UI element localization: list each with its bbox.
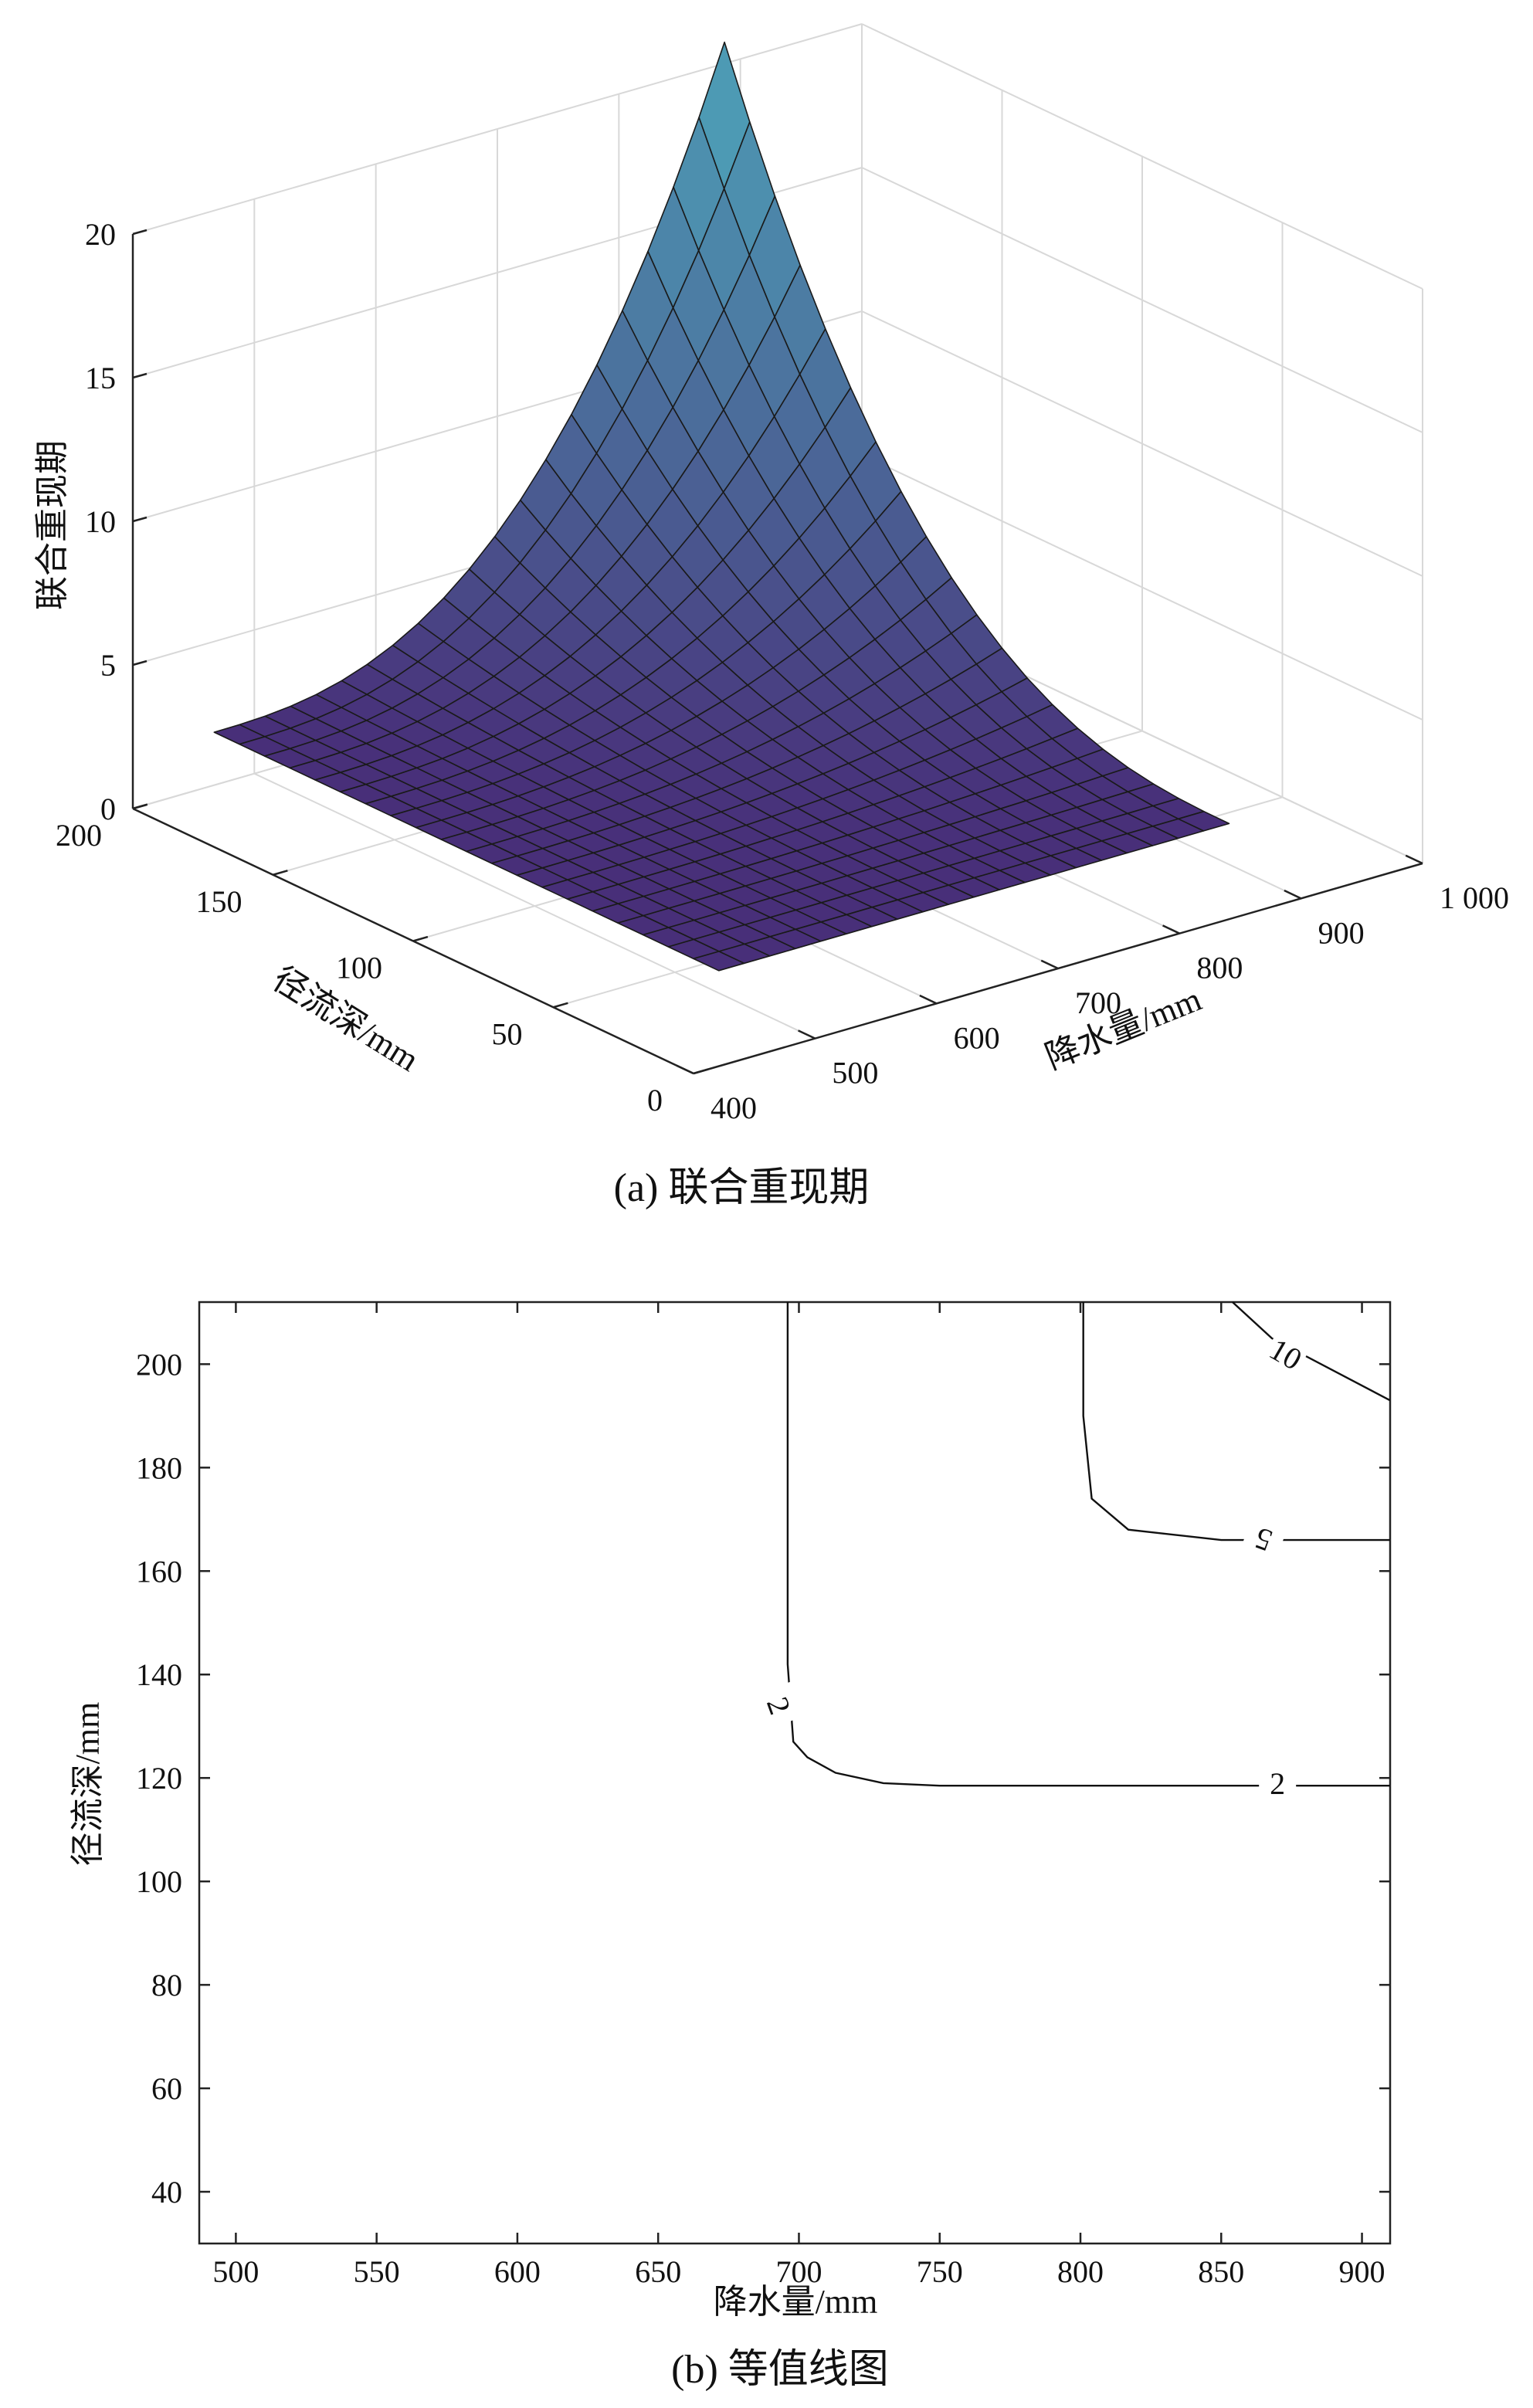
x-tick	[1162, 924, 1180, 934]
contour-label: 2	[1270, 1766, 1285, 1801]
z-axis-label: 联合重现期	[33, 440, 71, 610]
z-tick	[132, 660, 148, 666]
contour-label: 2	[760, 1693, 798, 1719]
x-tick-label: 900	[1318, 915, 1365, 950]
x-axis-label: 降水量/mm	[1040, 980, 1207, 1077]
y-tick-label: 80	[151, 1968, 182, 2003]
x-tick-label: 650	[635, 2254, 681, 2289]
y-tick-label: 140	[136, 1657, 182, 1692]
x-tick-label: 400	[711, 1090, 757, 1125]
y-tick	[553, 1002, 568, 1009]
contour-label: 5	[1250, 1521, 1277, 1558]
contour-label-bg	[1259, 1762, 1297, 1802]
surface-patch	[1178, 810, 1230, 832]
x-tick-label: 800	[1057, 2254, 1104, 2289]
y-tick-label: 180	[136, 1450, 182, 1485]
y-tick	[273, 870, 288, 876]
z-tick-label: 10	[85, 504, 116, 539]
grid-line	[861, 23, 1423, 290]
x-tick-label: 800	[1196, 951, 1243, 985]
x-tick-label: 500	[212, 2254, 259, 2289]
y-tick-label: 100	[336, 951, 382, 985]
y-tick	[132, 803, 148, 810]
x-tick-label: 550	[354, 2254, 400, 2289]
x-tick-label: 900	[1339, 2254, 1385, 2289]
caption-b: (b) 等值线图	[671, 2348, 889, 2392]
caption-a: (a) 联合重现期	[614, 1166, 870, 1210]
x-tick	[1284, 889, 1302, 900]
plot-frame	[198, 1301, 1392, 2245]
surface-chart: 051015200501001502004005006007008009001 …	[33, 23, 1509, 1210]
x-tick	[676, 1064, 694, 1075]
contour-label-bg	[755, 1681, 805, 1730]
grid-line	[861, 167, 1423, 433]
y-tick-label: 160	[136, 1554, 182, 1589]
x-tick-label: 700	[775, 2254, 822, 2289]
grid-line	[132, 23, 863, 235]
y-tick	[693, 1068, 709, 1075]
contour-label-bg	[1260, 1327, 1312, 1379]
y-tick-label: 200	[136, 1347, 182, 1382]
contour-label-bg	[1239, 1516, 1287, 1565]
grid-line	[861, 310, 1423, 577]
contour-line-2	[786, 1302, 1390, 1787]
x-tick-label: 750	[917, 2254, 963, 2289]
y-tick	[412, 935, 429, 942]
x-tick-label: 700	[1075, 985, 1121, 1020]
x-tick-label: 500	[832, 1056, 878, 1090]
z-tick	[132, 372, 148, 379]
contour-line-5	[1082, 1302, 1390, 1541]
z-tick-label: 15	[85, 361, 116, 395]
y-tick-label: 100	[136, 1864, 182, 1899]
x-tick-label: 600	[494, 2254, 541, 2289]
y-tick-label: 200	[56, 818, 102, 853]
x-tick	[1040, 959, 1059, 970]
x-tick	[1405, 854, 1423, 865]
y-tick-label: 40	[151, 2175, 182, 2210]
y-tick-label: 120	[136, 1761, 182, 1796]
x-tick-label: 850	[1198, 2254, 1244, 2289]
z-tick-label: 5	[100, 648, 116, 683]
z-tick	[132, 229, 148, 236]
y-tick-label: 150	[196, 884, 242, 919]
y-tick-label: 60	[151, 2071, 182, 2106]
grid-line	[861, 454, 1423, 721]
x-tick	[798, 1029, 816, 1040]
z-tick-label: 20	[85, 217, 116, 252]
contour-label: 10	[1263, 1331, 1307, 1377]
contour-line-10	[1232, 1301, 1391, 1402]
x-tick-label: 600	[954, 1020, 1000, 1055]
y-tick-label: 50	[492, 1016, 523, 1051]
z-tick-label: 0	[100, 792, 116, 826]
y-tick-label: 0	[647, 1083, 663, 1118]
x-tick	[919, 994, 938, 1005]
contour-x-axis-label: 降水量/mm	[714, 2283, 878, 2321]
contour-y-axis-label: 径流深/mm	[69, 1702, 107, 1867]
x-tick-label: 1 000	[1440, 880, 1509, 915]
z-tick	[132, 516, 148, 523]
